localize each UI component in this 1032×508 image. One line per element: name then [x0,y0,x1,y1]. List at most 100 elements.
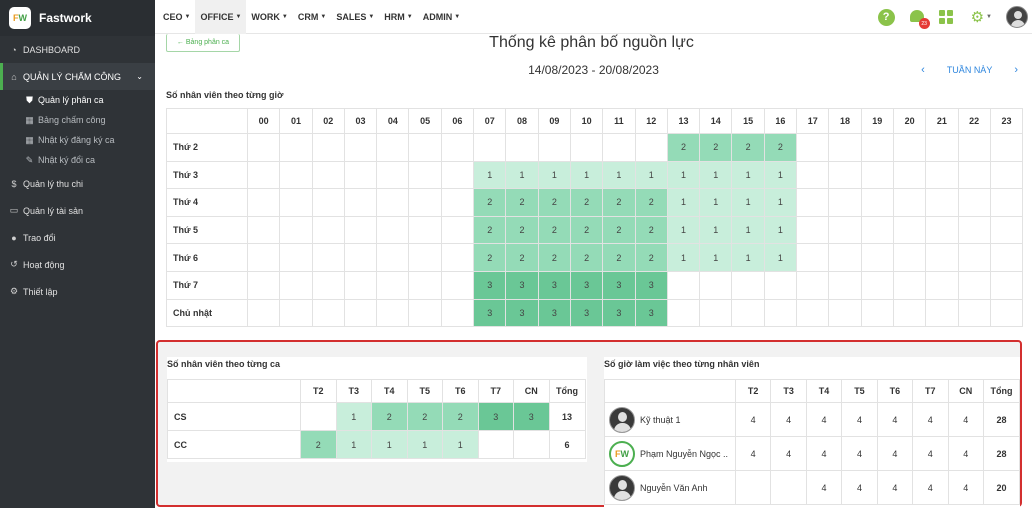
chevron-down-icon[interactable]: ▼ [986,14,992,20]
top-menu-item[interactable]: CEO ▼ [158,0,195,34]
hourly-cell: 1 [763,160,798,190]
sidebar-item[interactable]: ⌂ QUẢN LÝ CHẤM CÔNG ⌄ [0,63,155,90]
topbar: CEO ▼ OFFICE ▼ WORK ▼ CRM ▼ SALES ▼ HRM ▼ ADMIN ▼ ? 2… [155,0,1032,34]
top-menu-item[interactable]: HRM ▼ [379,0,417,34]
day-label: Chủ nhật [166,298,248,328]
hourly-cell: 3 [602,270,636,300]
hourly-cell [796,133,830,162]
hourly-cell: 1 [634,160,668,190]
user-avatar[interactable] [1006,6,1028,28]
sidebar-subitem[interactable]: ⛊ Quản lý phân ca [0,90,155,110]
hours-cell [734,470,772,505]
hourly-cell [408,160,442,190]
employee-info[interactable]: F W Phạm Nguyễn Ngọc .. [609,440,735,467]
hourly-cell [311,188,345,217]
hourly-cell [699,270,733,300]
hourly-cell: 1 [666,188,701,217]
sidebar-item[interactable]: ↺ Hoạt động [0,251,155,278]
settings-gear-icon[interactable]: ⚙ [970,9,985,26]
hourly-cell [989,243,1024,272]
hour-header: 20 [892,108,927,134]
hourly-cell: 3 [634,298,668,328]
chevron-down-icon[interactable]: ⌄ [136,72,143,81]
sidebar-item[interactable]: ● Trao đổi [0,224,155,251]
notification-icon[interactable]: 23 [909,9,930,29]
hourly-cell [860,133,894,162]
hourly-cell: 2 [699,133,733,162]
hourly-cell [279,243,313,272]
hourly-cell [440,298,475,328]
sidebar-item[interactable]: ⚙ Thiết lập [0,278,155,305]
total-header: Tổng [548,379,586,403]
hourly-cell [376,188,410,217]
hourly-cell [473,133,507,162]
hourly-cell [343,133,378,162]
top-menu-item[interactable]: WORK ▼ [246,0,292,34]
hourly-cell: 2 [537,188,571,217]
hourly-cell: 2 [505,243,539,272]
hourly-cell [246,298,281,328]
employee-table: T2 T3 T4 T5 T6 T7 CN Tổng Kỹ thuật 1 4 4 4 4 4 4 4 28 F W P… [604,379,1021,505]
hours-cell: 4 [912,436,949,471]
hours-cell: 4 [805,402,843,437]
top-menu-label: HRM [384,11,405,22]
apps-grid-icon[interactable] [938,10,953,24]
sidebar-item[interactable]: ▭ Quản lý tài sản [0,197,155,224]
sidebar-item[interactable]: ◔ DASHBOARD [0,36,155,63]
shift-cell [513,430,550,459]
edit-icon: ✎ [25,154,34,165]
hourly-cell: 1 [505,160,539,190]
caret-down-icon: ▼ [184,13,191,20]
hour-header: 16 [763,108,798,134]
shift-table: T2 T3 T4 T5 T6 T7 CN Tổng CS 1 2 2 2 3 3 13 CC 2 1 1 1 1 6 [167,379,586,459]
day-header: T3 [770,379,807,403]
hour-header: 13 [666,108,701,134]
back-button[interactable]: ← Bảng phân ca [166,34,240,52]
current-week-button[interactable]: TUẦN NÀY [946,65,993,75]
employee-info[interactable]: Nguyễn Văn Anh [609,474,735,501]
hourly-cell [343,215,378,245]
top-menu-item[interactable]: OFFICE ▼ [195,0,247,34]
shift-cell: 2 [371,402,408,431]
hour-header: 09 [537,108,571,134]
hourly-cell [796,215,830,245]
hourly-cell [763,298,798,328]
employee-total: 28 [982,436,1021,471]
sidebar-subitem[interactable]: ▦ Bảng chấm công [0,110,155,130]
hourly-cell [279,298,313,328]
hourly-cell [311,243,345,272]
top-menu-item[interactable]: ADMIN ▼ [418,0,465,34]
day-header: T4 [805,379,843,403]
top-menu-item[interactable]: CRM ▼ [293,0,331,34]
hourly-cell: 3 [473,270,507,300]
sidebar-item[interactable]: $ Quản lý thu chi [0,170,155,197]
hours-cell: 4 [770,436,807,471]
hourly-cell [343,298,378,328]
prev-week-icon[interactable]: ‹ [921,64,925,76]
hourly-cell [828,270,862,300]
top-menu-item[interactable]: SALES ▼ [331,0,379,34]
hourly-cell [666,298,701,328]
next-week-icon[interactable]: › [1014,64,1018,76]
hourly-cell [892,243,927,272]
hourly-cell [279,160,313,190]
hours-cell [770,470,807,505]
hourly-cell [246,160,281,190]
help-icon[interactable]: ? [877,8,895,26]
hourly-cell [860,160,894,190]
sidebar-subitem[interactable]: ✎ Nhật ký đổi ca [0,150,155,170]
sidebar-subitem[interactable]: ▦ Nhật ký đăng ký ca [0,130,155,150]
employee-info[interactable]: Kỹ thuật 1 [609,406,735,433]
top-menu-label: WORK [251,11,280,22]
day-header: CN [947,379,984,403]
hourly-cell [343,270,378,300]
hourly-cell [343,160,378,190]
sidebar-subitem-label: Bảng chấm công [38,115,106,125]
hour-header: 23 [989,108,1024,134]
hourly-cell: 1 [731,215,765,245]
hourly-cell: 1 [602,160,636,190]
hourly-cell [246,188,281,217]
